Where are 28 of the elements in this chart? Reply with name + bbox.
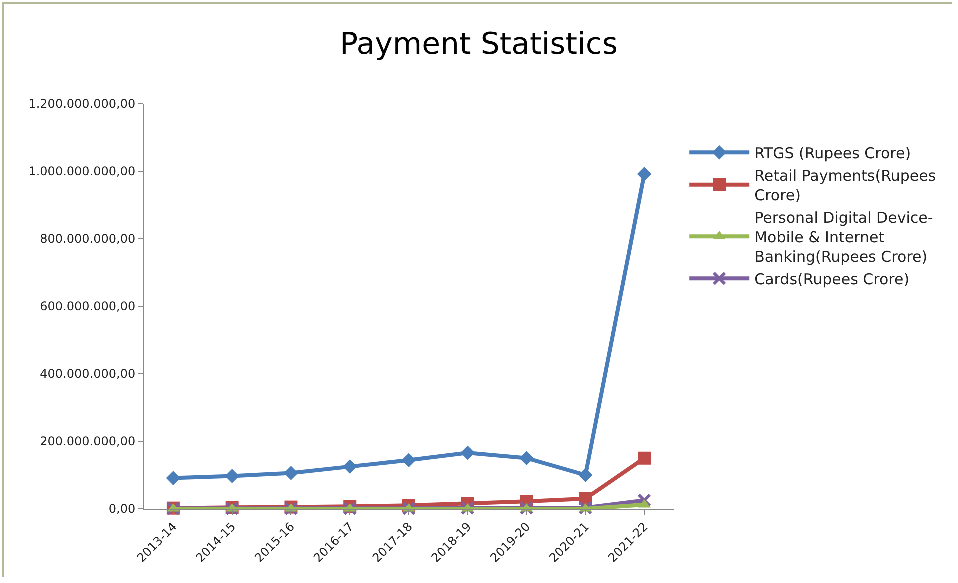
point [460,446,476,460]
chart-title: Payment Statistics [340,26,618,62]
point [578,500,593,515]
y-tick-label: 0,00 [108,502,136,516]
legend-label: Personal Digital Device- Mobile & Internet Banking(Rupees Crore) [754,209,934,266]
point [402,453,416,468]
point [166,471,181,486]
point [284,466,298,480]
point [520,451,534,466]
point [342,460,358,474]
legend-label: Retail Payments(Rupees Crore) [754,167,936,204]
legend-label: RTGS (Rupees Crore) [754,144,912,162]
point [638,494,652,508]
y-tick-label: 200.000.000,00 [40,434,136,449]
point [578,468,593,482]
y-tick-label: 800.000.000,00 [40,232,136,246]
y-tick-label: 1.200.000.000,00 [28,97,136,112]
point [402,502,416,516]
legend-label: Cards(Rupees Crore) [754,270,910,288]
y-tick-label: 600.000.000,00 [40,300,136,314]
y-tick-label: 400.000.000,00 [40,367,136,382]
point [520,501,534,516]
point [638,452,652,465]
y-tick-label: 1.000.000.000,00 [28,164,136,179]
point [460,501,475,516]
point [343,502,358,516]
point [225,469,240,484]
point [637,167,652,182]
